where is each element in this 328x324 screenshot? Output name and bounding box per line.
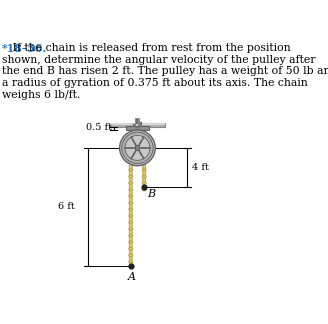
Ellipse shape [129, 175, 133, 178]
Ellipse shape [129, 182, 133, 184]
Ellipse shape [129, 228, 133, 230]
Ellipse shape [129, 230, 132, 235]
Circle shape [135, 145, 140, 150]
Ellipse shape [129, 214, 133, 217]
Ellipse shape [129, 241, 133, 244]
Ellipse shape [129, 237, 132, 241]
Ellipse shape [129, 221, 133, 224]
Ellipse shape [142, 188, 146, 191]
Ellipse shape [142, 175, 146, 178]
Circle shape [122, 132, 153, 164]
Ellipse shape [129, 164, 132, 169]
Text: 4 ft: 4 ft [192, 163, 209, 172]
Circle shape [120, 130, 155, 166]
Ellipse shape [129, 168, 133, 171]
Ellipse shape [129, 188, 133, 191]
Ellipse shape [129, 184, 132, 189]
Ellipse shape [129, 243, 132, 248]
Ellipse shape [129, 177, 132, 182]
Ellipse shape [143, 184, 146, 189]
Ellipse shape [129, 234, 133, 237]
Ellipse shape [129, 197, 132, 202]
Text: A: A [128, 272, 136, 282]
Ellipse shape [142, 182, 146, 184]
Ellipse shape [129, 171, 132, 176]
Text: If the chain is released from rest from the position
shown, determine the angula: If the chain is released from rest from … [2, 43, 328, 99]
Ellipse shape [143, 164, 146, 169]
Ellipse shape [129, 249, 132, 254]
Ellipse shape [129, 204, 132, 208]
Ellipse shape [129, 195, 133, 198]
Ellipse shape [143, 171, 146, 176]
Ellipse shape [129, 248, 133, 250]
Bar [110, 122, 165, 125]
Ellipse shape [129, 210, 132, 215]
Ellipse shape [129, 217, 132, 222]
Ellipse shape [129, 260, 133, 263]
Ellipse shape [142, 168, 146, 171]
Ellipse shape [129, 256, 132, 261]
Ellipse shape [129, 191, 132, 195]
Ellipse shape [143, 177, 146, 182]
Text: *18–56.: *18–56. [2, 43, 47, 54]
Circle shape [125, 135, 150, 160]
Text: 0.5 ft: 0.5 ft [86, 123, 112, 132]
Ellipse shape [129, 208, 133, 211]
Ellipse shape [129, 202, 133, 204]
Ellipse shape [129, 263, 132, 268]
Ellipse shape [129, 254, 133, 257]
Ellipse shape [129, 223, 132, 228]
Text: 6 ft: 6 ft [57, 202, 74, 212]
Bar [126, 126, 149, 130]
Bar [110, 122, 165, 127]
Text: B: B [147, 189, 155, 199]
